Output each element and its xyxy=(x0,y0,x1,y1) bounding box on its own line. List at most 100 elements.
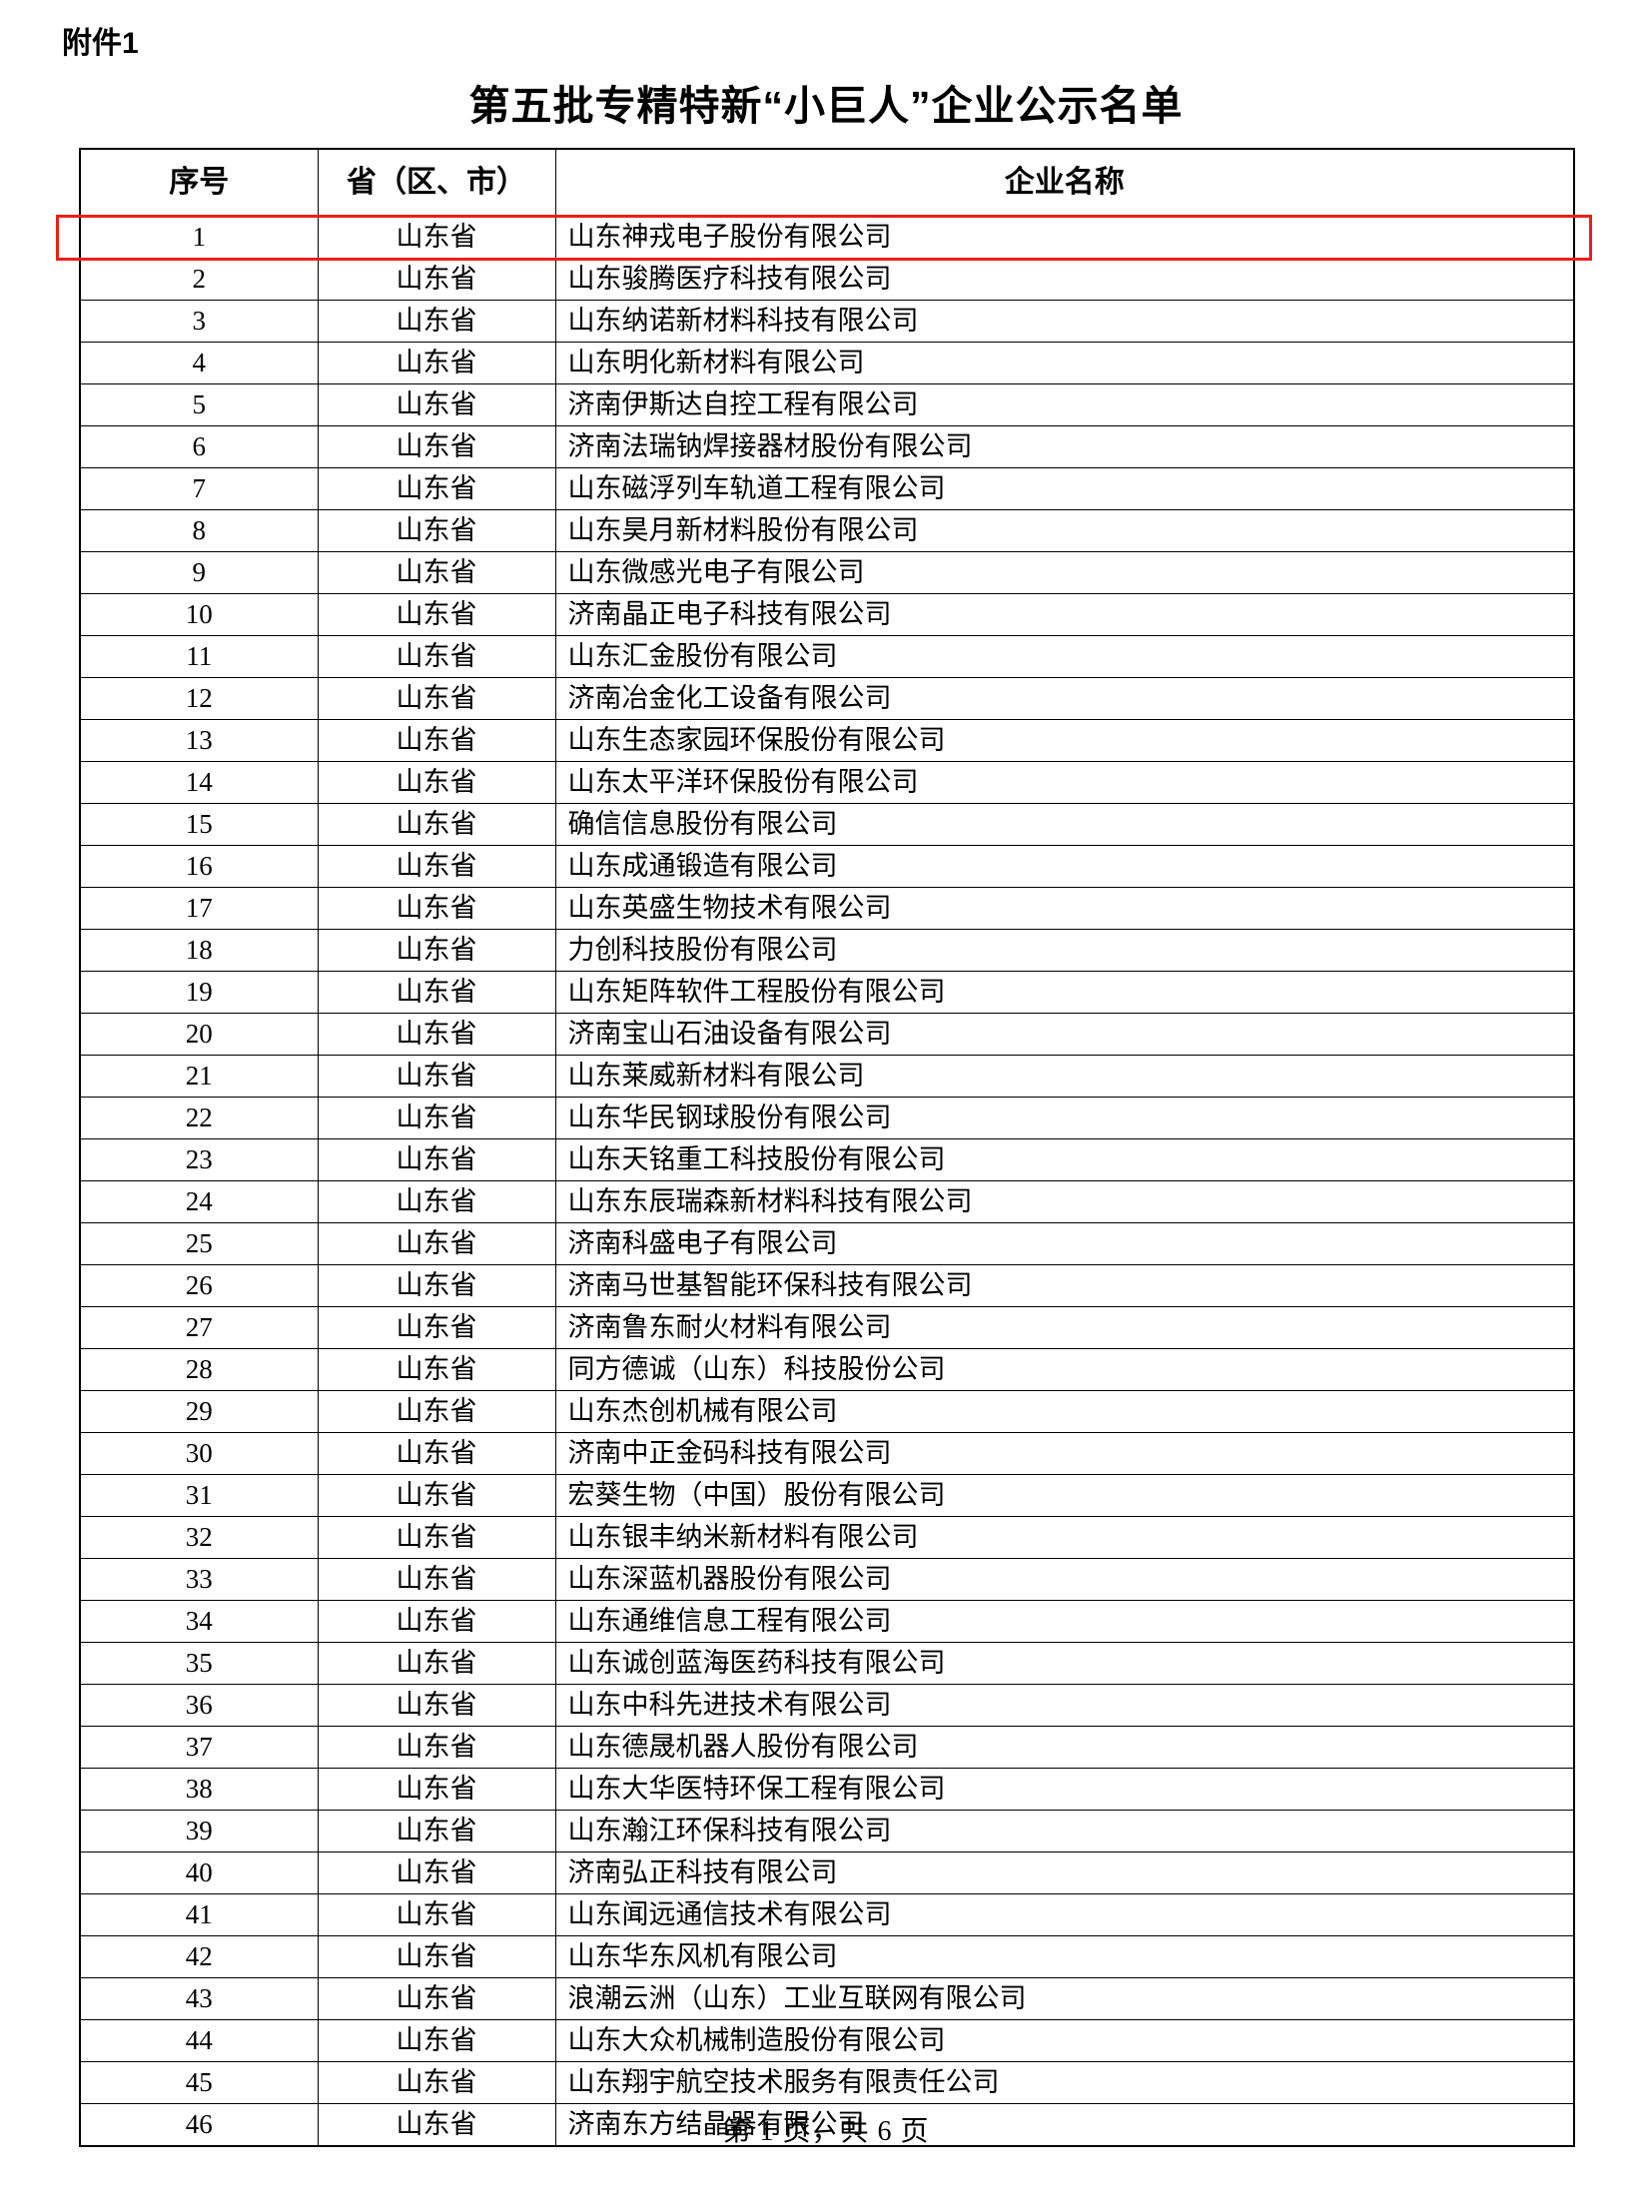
cell-province: 山东省 xyxy=(317,342,556,384)
table-row: 40 山东省 济南弘正科技有限公司 xyxy=(79,1851,1575,1894)
cell-company-name: 同方德诚（山东）科技股份公司 xyxy=(554,1348,1575,1391)
table-row: 21 山东省 山东莱威新材料有限公司 xyxy=(79,1055,1575,1098)
cell-province: 山东省 xyxy=(317,1893,556,1936)
cell-company-name: 山东翔宇航空技术服务有限责任公司 xyxy=(554,2061,1575,2104)
cell-province: 山东省 xyxy=(317,2061,556,2104)
cell-province: 山东省 xyxy=(317,1222,556,1265)
cell-seq: 4 xyxy=(79,342,319,384)
cell-province: 山东省 xyxy=(317,2103,556,2147)
cell-province: 山东省 xyxy=(317,258,556,301)
table-row: 43 山东省 浪潮云洲（山东）工业互联网有限公司 xyxy=(79,1977,1575,2020)
cell-seq: 31 xyxy=(79,1474,319,1517)
column-header-province: 省（区、市） xyxy=(317,148,556,217)
cell-province: 山东省 xyxy=(317,1600,556,1643)
table-row: 39 山东省 山东瀚江环保科技有限公司 xyxy=(79,1810,1575,1852)
cell-province: 山东省 xyxy=(317,551,556,594)
cell-province: 山东省 xyxy=(317,1432,556,1475)
table-row: 23 山东省 山东天铭重工科技股份有限公司 xyxy=(79,1138,1575,1181)
cell-company-name: 山东明化新材料有限公司 xyxy=(554,342,1575,384)
table-row: 46 山东省 济南东方结晶器有限公司 xyxy=(79,2103,1575,2147)
cell-province: 山东省 xyxy=(317,1390,556,1433)
cell-seq: 35 xyxy=(79,1642,319,1685)
page-title: 第五批专精特新“小巨人”企业公示名单 xyxy=(468,83,1184,129)
table-row: 34 山东省 山东通维信息工程有限公司 xyxy=(79,1600,1575,1643)
cell-seq: 40 xyxy=(79,1851,319,1894)
cell-company-name: 确信信息股份有限公司 xyxy=(554,803,1575,846)
cell-company-name: 济南科盛电子有限公司 xyxy=(554,1222,1575,1265)
cell-seq: 3 xyxy=(79,300,319,343)
cell-company-name: 济南鲁东耐火材料有限公司 xyxy=(554,1306,1575,1349)
cell-seq: 30 xyxy=(79,1432,319,1475)
cell-company-name: 山东中科先进技术有限公司 xyxy=(554,1684,1575,1727)
cell-seq: 6 xyxy=(79,425,319,468)
cell-seq: 18 xyxy=(79,929,319,972)
table-row: 20 山东省 济南宝山石油设备有限公司 xyxy=(79,1013,1575,1056)
table-header: 序号 省（区、市） 企业名称 xyxy=(79,148,1575,217)
cell-company-name: 山东汇金股份有限公司 xyxy=(554,635,1575,678)
cell-seq: 24 xyxy=(79,1180,319,1223)
cell-company-name: 济南弘正科技有限公司 xyxy=(554,1851,1575,1894)
cell-seq: 44 xyxy=(79,2019,319,2062)
cell-company-name: 山东瀚江环保科技有限公司 xyxy=(554,1810,1575,1852)
table-row: 4 山东省 山东明化新材料有限公司 xyxy=(79,342,1575,384)
cell-company-name: 山东大华医特环保工程有限公司 xyxy=(554,1768,1575,1811)
cell-company-name: 山东东辰瑞森新材料科技有限公司 xyxy=(554,1180,1575,1223)
cell-seq: 29 xyxy=(79,1390,319,1433)
cell-province: 山东省 xyxy=(317,1138,556,1181)
cell-province: 山东省 xyxy=(317,509,556,552)
cell-province: 山东省 xyxy=(317,1684,556,1727)
table-row: 8 山东省 山东昊月新材料股份有限公司 xyxy=(79,509,1575,552)
cell-company-name: 山东微感光电子有限公司 xyxy=(554,551,1575,594)
cell-seq: 16 xyxy=(79,845,319,888)
table-body: 1 山东省 山东神戎电子股份有限公司 2 山东省 山东骏腾医疗科技有限公司 3 山东省 山东纳诺… xyxy=(79,216,1575,2147)
cell-province: 山东省 xyxy=(317,1055,556,1098)
cell-company-name: 浪潮云洲（山东）工业互联网有限公司 xyxy=(554,1977,1575,2020)
cell-company-name: 山东纳诺新材料科技有限公司 xyxy=(554,300,1575,343)
cell-seq: 9 xyxy=(79,551,319,594)
table-row: 27 山东省 济南鲁东耐火材料有限公司 xyxy=(79,1306,1575,1349)
table-row: 14 山东省 山东太平洋环保股份有限公司 xyxy=(79,761,1575,804)
cell-province: 山东省 xyxy=(317,1264,556,1307)
cell-province: 山东省 xyxy=(317,929,556,972)
cell-province: 山东省 xyxy=(317,677,556,720)
cell-seq: 7 xyxy=(79,467,319,510)
cell-seq: 21 xyxy=(79,1055,319,1098)
table-row: 30 山东省 济南中正金码科技有限公司 xyxy=(79,1432,1575,1475)
cell-company-name: 山东华民钢球股份有限公司 xyxy=(554,1097,1575,1139)
cell-province: 山东省 xyxy=(317,971,556,1014)
cell-province: 山东省 xyxy=(317,467,556,510)
cell-company-name: 济南晶正电子科技有限公司 xyxy=(554,593,1575,636)
cell-province: 山东省 xyxy=(317,1348,556,1391)
cell-company-name: 山东矩阵软件工程股份有限公司 xyxy=(554,971,1575,1014)
cell-company-name: 山东大众机械制造股份有限公司 xyxy=(554,2019,1575,2062)
table-row: 13 山东省 山东生态家园环保股份有限公司 xyxy=(79,719,1575,762)
table-row: 32 山东省 山东银丰纳米新材料有限公司 xyxy=(79,1516,1575,1559)
cell-seq: 41 xyxy=(79,1893,319,1936)
cell-company-name: 山东银丰纳米新材料有限公司 xyxy=(554,1516,1575,1559)
cell-seq: 34 xyxy=(79,1600,319,1643)
cell-company-name: 济南宝山石油设备有限公司 xyxy=(554,1013,1575,1056)
cell-company-name: 宏葵生物（中国）股份有限公司 xyxy=(554,1474,1575,1517)
cell-seq: 10 xyxy=(79,593,319,636)
table-row: 17 山东省 山东英盛生物技术有限公司 xyxy=(79,887,1575,930)
cell-seq: 1 xyxy=(79,216,319,259)
cell-province: 山东省 xyxy=(317,300,556,343)
table-row: 18 山东省 力创科技股份有限公司 xyxy=(79,929,1575,972)
cell-province: 山东省 xyxy=(317,1851,556,1894)
table-row: 5 山东省 济南伊斯达自控工程有限公司 xyxy=(79,383,1575,426)
cell-company-name: 济南马世基智能环保科技有限公司 xyxy=(554,1264,1575,1307)
cell-company-name: 济南冶金化工设备有限公司 xyxy=(554,677,1575,720)
cell-province: 山东省 xyxy=(317,887,556,930)
cell-company-name: 山东莱威新材料有限公司 xyxy=(554,1055,1575,1098)
cell-province: 山东省 xyxy=(317,593,556,636)
cell-seq: 2 xyxy=(79,258,319,301)
table-header-row: 序号 省（区、市） 企业名称 xyxy=(79,148,1575,217)
cell-seq: 36 xyxy=(79,1684,319,1727)
table-row: 9 山东省 山东微感光电子有限公司 xyxy=(79,551,1575,594)
cell-company-name: 山东诚创蓝海医药科技有限公司 xyxy=(554,1642,1575,1685)
cell-seq: 33 xyxy=(79,1558,319,1601)
cell-company-name: 山东天铭重工科技股份有限公司 xyxy=(554,1138,1575,1181)
table-row: 25 山东省 济南科盛电子有限公司 xyxy=(79,1222,1575,1265)
cell-province: 山东省 xyxy=(317,1180,556,1223)
cell-company-name: 济南法瑞钠焊接器材股份有限公司 xyxy=(554,425,1575,468)
